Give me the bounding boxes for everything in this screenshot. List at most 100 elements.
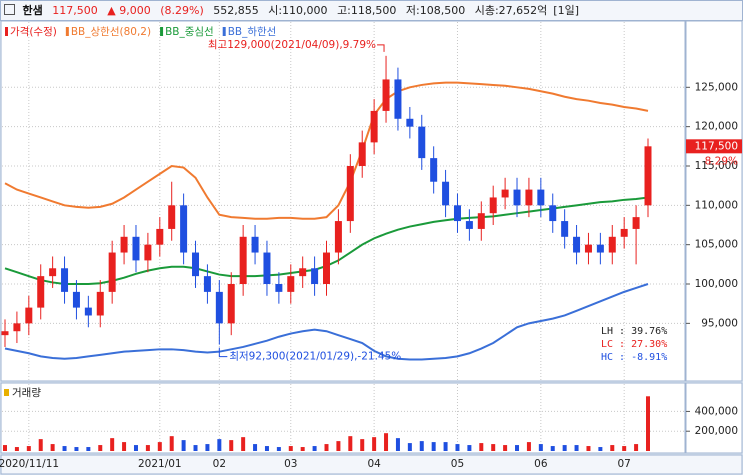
candle-body bbox=[596, 244, 604, 253]
candle-body bbox=[299, 268, 307, 277]
volume-bar bbox=[193, 445, 198, 451]
legend-label: BB_상한선(80,2) bbox=[71, 26, 151, 38]
candle-body bbox=[525, 189, 533, 206]
x-tick-label: 06 bbox=[534, 458, 548, 470]
last-pct-label: 8.29% bbox=[705, 155, 738, 167]
x-tick-label: 05 bbox=[451, 458, 464, 470]
x-tick-label: 04 bbox=[367, 458, 381, 470]
candle-body bbox=[323, 252, 330, 285]
volume-bar bbox=[26, 446, 31, 451]
legend-swatch bbox=[65, 27, 69, 36]
volume-bar bbox=[503, 445, 508, 451]
volume-tick-label: 200,000 bbox=[695, 425, 738, 437]
volume-bar bbox=[646, 396, 650, 451]
price-panel bbox=[0, 20, 686, 382]
candle-body bbox=[442, 181, 450, 206]
date-axis-panel bbox=[0, 454, 743, 475]
volume-legend-swatch bbox=[4, 389, 9, 396]
x-tick-label: 2021/01 bbox=[138, 458, 182, 470]
candle-body bbox=[418, 126, 426, 159]
volume-title: 거래량 bbox=[12, 387, 41, 399]
volume-bar bbox=[300, 447, 305, 451]
volume-axis-panel bbox=[685, 382, 743, 454]
candle-body bbox=[227, 284, 235, 324]
volume-bar bbox=[384, 433, 389, 451]
volume: 552,855 bbox=[213, 4, 259, 17]
volume-bar bbox=[169, 436, 174, 451]
volume-bar bbox=[479, 443, 484, 451]
candle-body bbox=[84, 307, 92, 316]
change-pct: (8.29%) bbox=[160, 4, 204, 17]
candle-body bbox=[608, 236, 616, 253]
volume-bar bbox=[586, 446, 591, 451]
candle-body bbox=[180, 205, 188, 253]
candle-body bbox=[584, 244, 592, 253]
volume-bar bbox=[264, 446, 269, 451]
candle-body bbox=[537, 189, 545, 206]
bollinger-line bbox=[4, 81, 649, 220]
candle-body bbox=[96, 291, 104, 316]
volume-bar bbox=[145, 445, 150, 451]
x-tick-label: 07 bbox=[617, 458, 630, 470]
price: 117,500 bbox=[52, 4, 98, 17]
x-tick-label: 02 bbox=[213, 458, 226, 470]
candle-body bbox=[561, 221, 569, 237]
candle-body bbox=[13, 323, 21, 332]
y-tick-label: 95,000 bbox=[701, 317, 738, 329]
candle-body bbox=[1, 331, 9, 336]
volume-bar bbox=[229, 440, 234, 451]
candle-body bbox=[394, 79, 402, 119]
volume-bar bbox=[526, 442, 531, 451]
candle-body bbox=[406, 118, 414, 127]
volume-bar bbox=[622, 446, 627, 451]
volume-bar bbox=[110, 438, 115, 451]
candle-body bbox=[644, 146, 652, 206]
volume-bar bbox=[253, 444, 258, 451]
last-price-label: 117,500 bbox=[695, 140, 738, 152]
candle-body bbox=[311, 268, 319, 285]
candle-body bbox=[132, 236, 140, 261]
volume-bar bbox=[50, 444, 55, 451]
legend-swatch bbox=[160, 27, 164, 36]
volume-bar bbox=[372, 437, 377, 451]
candle-body bbox=[453, 205, 461, 222]
volume-bar bbox=[610, 445, 615, 451]
stock-name: 한샘 bbox=[22, 4, 43, 17]
volume-bar bbox=[276, 447, 281, 451]
candle-body bbox=[168, 205, 176, 229]
y-tick-label: 100,000 bbox=[695, 278, 738, 290]
legend-label: BB_중심선 bbox=[165, 26, 214, 38]
volume-bar bbox=[419, 441, 424, 451]
candle-body bbox=[346, 165, 354, 222]
volume-bar bbox=[217, 439, 222, 451]
candle-body bbox=[251, 236, 259, 253]
y-tick-label: 120,000 bbox=[695, 121, 738, 133]
volume-bar bbox=[157, 442, 162, 451]
candle-body bbox=[156, 228, 164, 245]
volume-bar bbox=[574, 445, 579, 451]
volume-bar bbox=[336, 441, 341, 451]
volume-bar bbox=[86, 447, 91, 451]
volume-bar bbox=[324, 444, 329, 451]
candle-body bbox=[430, 158, 438, 182]
volume-bar bbox=[348, 436, 353, 451]
volume-bar bbox=[634, 444, 639, 451]
candle-body bbox=[144, 244, 152, 261]
y-tick-label: 125,000 bbox=[695, 81, 738, 93]
volume-panel bbox=[0, 382, 686, 454]
candle-body bbox=[215, 291, 223, 324]
candle-body bbox=[37, 276, 45, 308]
volume-bar bbox=[74, 447, 79, 451]
volume-bar bbox=[455, 444, 460, 451]
legend-swatch bbox=[5, 27, 8, 36]
x-tick-label: 2020/11/11 bbox=[0, 458, 59, 470]
checkbox[interactable] bbox=[4, 4, 15, 15]
volume-bar bbox=[62, 446, 67, 451]
stat-label: LC : 27.30% bbox=[601, 339, 667, 350]
change: ▲ 9,000 bbox=[107, 4, 151, 17]
high-annotation: 최고129,000(2021/04/09),9.79% bbox=[208, 39, 376, 51]
candle-body bbox=[61, 268, 69, 292]
legend-label: BB_하한선 bbox=[228, 25, 277, 38]
volume-bar bbox=[562, 445, 567, 451]
